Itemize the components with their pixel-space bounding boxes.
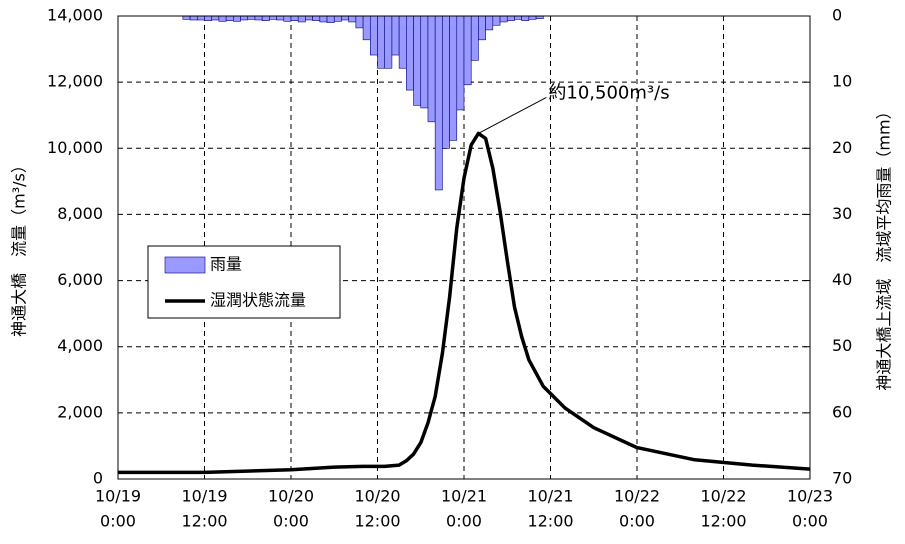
x-tick-label: 10/22 (614, 487, 660, 506)
y2-tick-label: 0 (832, 6, 842, 25)
rain-bar (463, 15, 472, 86)
rain-bar (521, 15, 530, 21)
rain-bar (261, 15, 270, 21)
rain-bar (470, 15, 479, 61)
rain-bar (369, 15, 378, 56)
x-tick-label: 0:00 (446, 512, 482, 531)
rain-bar (499, 15, 508, 23)
rain-bar (478, 15, 486, 41)
x-tick-label: 10/20 (268, 487, 314, 506)
x-tick-label: 10/22 (700, 487, 746, 506)
rain-bar (204, 15, 213, 21)
y2-tick-label: 70 (832, 469, 852, 488)
y-axis-title: 神通大橋 流量（m³/s） (10, 157, 29, 337)
rain-bar (240, 15, 249, 21)
y2-tick-label: 40 (832, 270, 852, 289)
rain-bar (427, 15, 436, 123)
rain-bar (434, 15, 443, 191)
rain-bar (326, 15, 335, 23)
rain-bar (297, 15, 306, 23)
y-tick-label: 10,000 (47, 138, 103, 157)
rain-bar (290, 15, 299, 21)
rain-bar (420, 15, 429, 109)
y2-tick-label: 50 (832, 336, 852, 355)
rain-bar (398, 15, 407, 69)
x-tick-label: 12:00 (700, 512, 746, 531)
rain-bar (413, 15, 422, 106)
rain-bar (283, 15, 292, 22)
y-tick-label: 6,000 (57, 270, 103, 289)
rain-bar (305, 15, 313, 21)
rain-bar (362, 15, 371, 41)
rain-bar (442, 15, 450, 149)
rain-bar (211, 15, 220, 21)
rain-bar (225, 15, 234, 21)
x-tick-label: 10/19 (95, 487, 141, 506)
legend-label: 雨量 (210, 255, 242, 274)
legend-label: 湿潤状態流量 (210, 291, 306, 310)
rain-bar (341, 15, 349, 21)
rain-bar (406, 15, 414, 91)
x-tick-label: 10/21 (527, 487, 573, 506)
rain-bar (276, 15, 285, 21)
legend-swatch (164, 256, 206, 274)
annotation: 約10,500m³/s (548, 82, 669, 103)
rain-bar (189, 15, 198, 21)
rain-bar (312, 15, 321, 21)
rain-bar (254, 15, 263, 21)
x-tick-label: 12:00 (354, 512, 400, 531)
x-tick-label: 12:00 (181, 512, 227, 531)
y-tick-label: 2,000 (57, 402, 103, 421)
rain-bar (485, 15, 494, 31)
rain-bar (348, 15, 357, 23)
rain-bar (319, 15, 328, 23)
flow-line (118, 131, 811, 475)
y-tick-label: 14,000 (47, 6, 103, 25)
x-tick-label: 12:00 (527, 512, 573, 531)
y2-tick-label: 30 (832, 204, 852, 223)
rain-bar (449, 15, 458, 141)
rain-bar (218, 15, 227, 22)
y2-tick-label: 10 (832, 72, 852, 91)
y-tick-label: 0 (93, 469, 103, 488)
rain-bar (492, 15, 501, 26)
rain-bar (391, 15, 400, 56)
rain-bar (196, 15, 205, 21)
x-tick-label: 0:00 (100, 512, 136, 531)
plot-frame (117, 15, 811, 480)
rain-bar (333, 15, 342, 22)
rain-bar (233, 15, 241, 22)
x-tick-label: 0:00 (792, 512, 828, 531)
x-tick-label: 0:00 (273, 512, 309, 531)
rain-bar (456, 15, 465, 111)
y-tick-label: 4,000 (57, 336, 103, 355)
y2-tick-label: 20 (832, 138, 852, 157)
annotation-leader (478, 96, 547, 134)
y-tick-label: 12,000 (47, 72, 103, 91)
rain-bar (377, 15, 386, 69)
x-tick-label: 10/19 (181, 487, 227, 506)
rain-bar (384, 15, 393, 69)
y2-axis-title: 神通大橋上流域 流域平均雨量（mm） (875, 103, 894, 390)
y2-tick-label: 60 (832, 402, 852, 421)
rain-bar (506, 15, 515, 21)
x-tick-label: 10/20 (354, 487, 400, 506)
x-tick-label: 0:00 (619, 512, 655, 531)
y-tick-label: 8,000 (57, 204, 103, 223)
x-tick-label: 10/23 (787, 487, 833, 506)
x-tick-label: 10/21 (441, 487, 487, 506)
rain-bar (355, 15, 364, 29)
